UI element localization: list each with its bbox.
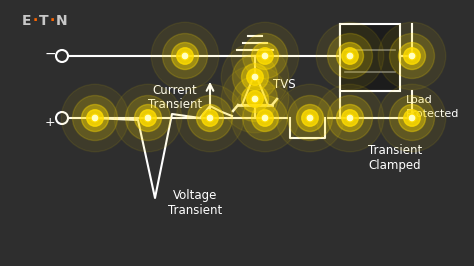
Circle shape bbox=[182, 53, 188, 59]
Circle shape bbox=[82, 105, 109, 131]
Circle shape bbox=[347, 53, 353, 59]
Circle shape bbox=[172, 43, 199, 69]
Circle shape bbox=[337, 105, 364, 131]
Circle shape bbox=[197, 105, 224, 131]
Circle shape bbox=[114, 84, 182, 152]
Circle shape bbox=[410, 115, 415, 120]
Circle shape bbox=[56, 112, 68, 124]
Circle shape bbox=[404, 48, 420, 64]
Circle shape bbox=[135, 105, 162, 131]
Text: Load: Load bbox=[406, 95, 433, 105]
Circle shape bbox=[92, 115, 98, 120]
Circle shape bbox=[151, 22, 219, 90]
Circle shape bbox=[316, 22, 384, 90]
Circle shape bbox=[233, 55, 277, 99]
Circle shape bbox=[390, 95, 435, 140]
Circle shape bbox=[251, 95, 259, 103]
Circle shape bbox=[261, 114, 269, 122]
Text: Transient: Transient bbox=[368, 144, 422, 157]
Circle shape bbox=[140, 110, 156, 126]
Circle shape bbox=[241, 64, 268, 90]
Circle shape bbox=[347, 115, 353, 120]
Circle shape bbox=[378, 22, 446, 90]
Circle shape bbox=[126, 95, 171, 140]
Circle shape bbox=[163, 34, 208, 78]
Circle shape bbox=[399, 105, 426, 131]
Circle shape bbox=[207, 115, 213, 120]
Circle shape bbox=[231, 84, 299, 152]
Text: Transient: Transient bbox=[168, 205, 222, 218]
Circle shape bbox=[247, 91, 263, 107]
Text: +: + bbox=[45, 115, 55, 128]
Circle shape bbox=[342, 48, 358, 64]
Circle shape bbox=[337, 43, 364, 69]
Text: ·: · bbox=[33, 14, 38, 28]
Circle shape bbox=[176, 84, 244, 152]
Circle shape bbox=[206, 114, 214, 122]
Circle shape bbox=[408, 52, 416, 60]
Circle shape bbox=[243, 34, 288, 78]
Circle shape bbox=[252, 105, 279, 131]
Text: N: N bbox=[56, 14, 68, 28]
Circle shape bbox=[247, 69, 263, 85]
Text: TVS: TVS bbox=[273, 77, 296, 90]
Circle shape bbox=[408, 114, 416, 122]
Text: Protected: Protected bbox=[406, 109, 459, 119]
Circle shape bbox=[307, 115, 313, 120]
Circle shape bbox=[316, 84, 384, 152]
Circle shape bbox=[251, 73, 259, 81]
Circle shape bbox=[378, 84, 446, 152]
Text: −: − bbox=[44, 47, 56, 61]
Circle shape bbox=[261, 52, 269, 60]
Circle shape bbox=[257, 110, 273, 126]
Circle shape bbox=[306, 114, 314, 122]
Circle shape bbox=[233, 77, 277, 122]
Text: ·: · bbox=[50, 14, 55, 28]
Circle shape bbox=[252, 74, 258, 80]
Circle shape bbox=[302, 110, 318, 126]
Circle shape bbox=[73, 95, 118, 140]
Circle shape bbox=[146, 115, 151, 120]
Circle shape bbox=[410, 53, 415, 59]
Circle shape bbox=[181, 52, 189, 60]
Bar bbox=[340, 24, 400, 91]
Circle shape bbox=[231, 22, 299, 90]
Circle shape bbox=[390, 34, 435, 78]
Circle shape bbox=[87, 110, 103, 126]
Circle shape bbox=[91, 114, 99, 122]
Circle shape bbox=[288, 95, 332, 140]
Circle shape bbox=[177, 48, 193, 64]
Circle shape bbox=[202, 110, 218, 126]
Circle shape bbox=[252, 43, 279, 69]
Circle shape bbox=[328, 34, 373, 78]
Circle shape bbox=[297, 105, 323, 131]
Circle shape bbox=[404, 110, 420, 126]
Text: Clamped: Clamped bbox=[368, 160, 420, 172]
Circle shape bbox=[241, 85, 268, 113]
Circle shape bbox=[346, 114, 354, 122]
Circle shape bbox=[257, 48, 273, 64]
Circle shape bbox=[243, 95, 288, 140]
Circle shape bbox=[188, 95, 233, 140]
Text: Voltage: Voltage bbox=[173, 189, 217, 202]
Circle shape bbox=[399, 43, 426, 69]
Text: Current: Current bbox=[153, 84, 197, 97]
Circle shape bbox=[221, 65, 289, 133]
Circle shape bbox=[61, 84, 129, 152]
Text: E: E bbox=[22, 14, 31, 28]
Circle shape bbox=[221, 43, 289, 111]
Text: Transient: Transient bbox=[148, 98, 202, 110]
Circle shape bbox=[263, 53, 268, 59]
Circle shape bbox=[276, 84, 344, 152]
Circle shape bbox=[56, 50, 68, 62]
Text: T: T bbox=[39, 14, 49, 28]
Circle shape bbox=[342, 110, 358, 126]
Circle shape bbox=[263, 115, 268, 120]
Circle shape bbox=[328, 95, 373, 140]
Circle shape bbox=[144, 114, 152, 122]
Polygon shape bbox=[242, 73, 268, 105]
Circle shape bbox=[252, 96, 258, 102]
Circle shape bbox=[346, 52, 354, 60]
